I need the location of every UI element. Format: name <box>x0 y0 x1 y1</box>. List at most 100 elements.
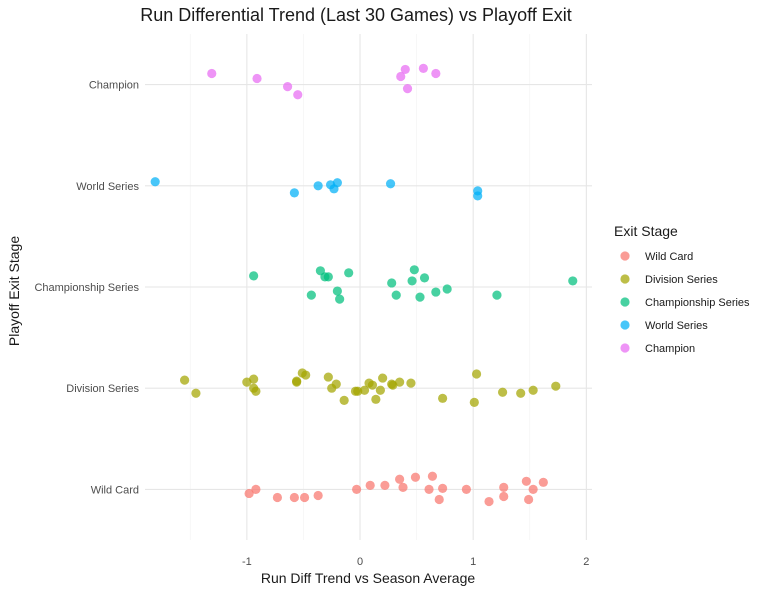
data-point <box>410 472 421 482</box>
data-point <box>299 492 310 503</box>
data-point <box>332 178 342 188</box>
x-tick-label: 0 <box>357 556 363 568</box>
data-point <box>150 177 160 187</box>
legend-label: Wild Card <box>645 251 693 263</box>
data-point <box>191 388 201 398</box>
data-point <box>367 380 378 390</box>
data-point <box>293 90 303 100</box>
grid-lines <box>145 34 592 540</box>
y-axis-title: Playoff Exit Stage <box>6 236 22 346</box>
data-point <box>400 64 410 75</box>
data-point <box>344 268 354 278</box>
data-point <box>353 386 363 396</box>
legend-key <box>620 251 630 261</box>
data-point <box>415 292 425 302</box>
data-point <box>331 379 341 389</box>
data-point <box>409 265 419 275</box>
data-point <box>442 284 452 294</box>
data-point <box>524 494 534 505</box>
data-point <box>332 286 342 296</box>
data-point <box>521 476 531 486</box>
data-point <box>380 480 390 490</box>
data-point <box>282 82 293 92</box>
data-point <box>398 482 408 492</box>
legend: Exit Stage Wild Card Division Series Champ… <box>614 223 750 355</box>
data-point <box>469 397 479 407</box>
data-point <box>313 490 323 501</box>
data-point <box>251 386 261 396</box>
data-point <box>395 474 405 484</box>
data-point <box>387 278 397 288</box>
data-point <box>251 484 261 494</box>
data-point <box>180 375 190 385</box>
data-point <box>427 471 438 481</box>
data-point <box>568 276 578 286</box>
data-point <box>538 477 548 487</box>
y-tick-label: Division Series <box>66 383 139 395</box>
data-point <box>323 372 333 382</box>
data-point <box>438 393 448 403</box>
y-tick-label: Champion <box>89 80 139 92</box>
x-axis-title: Run Diff Trend vs Season Average <box>261 570 475 586</box>
data-point <box>289 188 299 198</box>
data-point <box>434 494 444 505</box>
legend-key <box>620 320 630 330</box>
y-tick-label: Wild Card <box>91 484 139 496</box>
data-point <box>473 191 483 201</box>
data-points <box>150 63 578 507</box>
data-point <box>461 484 471 494</box>
data-point <box>499 482 509 492</box>
legend-label: Division Series <box>645 274 718 286</box>
legend-title: Exit Stage <box>614 223 678 239</box>
data-point <box>499 491 509 502</box>
data-point <box>272 492 283 503</box>
data-point <box>402 84 413 94</box>
data-point <box>335 294 345 304</box>
data-point <box>551 381 561 391</box>
data-point <box>484 496 494 507</box>
data-point <box>352 484 362 494</box>
data-point <box>406 378 416 388</box>
chart-title: Run Differential Trend (Last 30 Games) v… <box>140 5 572 25</box>
data-point <box>306 290 316 300</box>
data-point <box>249 374 259 384</box>
data-point <box>407 276 417 286</box>
data-point <box>359 385 370 395</box>
y-tick-label: World Series <box>76 181 139 193</box>
data-point <box>339 395 349 405</box>
data-point <box>431 287 441 297</box>
data-point <box>244 488 254 499</box>
data-point <box>252 73 262 84</box>
legend-label: World Series <box>645 320 708 332</box>
data-point <box>391 290 401 300</box>
data-point <box>365 480 375 490</box>
data-point <box>249 271 259 281</box>
data-point <box>528 484 538 494</box>
data-point <box>313 181 323 191</box>
data-point <box>371 394 381 404</box>
data-point <box>418 63 428 74</box>
data-point <box>431 68 441 79</box>
data-point <box>323 272 333 282</box>
data-point <box>516 388 526 398</box>
data-point <box>492 290 502 300</box>
y-tick-label: Championship Series <box>34 282 139 294</box>
legend-label: Championship Series <box>645 297 750 309</box>
legend-key <box>620 297 630 307</box>
x-tick-label: -1 <box>242 556 252 568</box>
data-point <box>424 484 434 494</box>
legend-key <box>620 274 630 284</box>
data-point <box>375 385 385 395</box>
legend-key <box>620 343 630 353</box>
x-tick-label: 2 <box>583 556 589 568</box>
data-point <box>395 377 405 387</box>
x-tick-label: 1 <box>470 556 476 568</box>
data-point <box>207 68 217 79</box>
data-point <box>289 492 299 503</box>
data-point <box>419 273 430 283</box>
legend-label: Champion <box>645 343 695 355</box>
data-point <box>471 369 482 379</box>
data-point <box>292 376 302 386</box>
data-point <box>301 370 311 380</box>
